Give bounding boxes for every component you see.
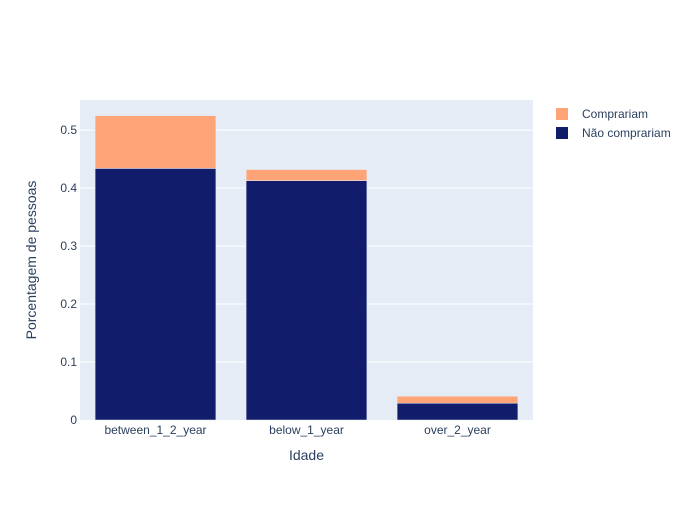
x-axis-label: Idade xyxy=(289,447,324,463)
legend-label: Comprariam xyxy=(582,107,648,121)
x-tick-label: below_1_year xyxy=(269,423,344,437)
y-axis-label: Porcentagem de pessoas xyxy=(23,181,39,340)
legend-item[interactable]: Comprariam xyxy=(556,107,648,121)
bar-segment[interactable] xyxy=(94,115,217,169)
bar-segment[interactable] xyxy=(245,180,368,421)
y-tick-label: 0.2 xyxy=(60,297,77,311)
legend[interactable]: Comprariam Não comprariam xyxy=(556,107,671,140)
legend-item[interactable]: Não comprariam xyxy=(556,126,671,140)
y-tick-label: 0.1 xyxy=(60,355,77,369)
y-tick-label: 0.4 xyxy=(60,181,77,195)
bars-layer xyxy=(94,115,519,421)
y-tick-labels: 0 0.1 0.2 0.3 0.4 0.5 xyxy=(60,123,77,427)
x-tick-label: between_1_2_year xyxy=(104,423,206,437)
bar-segment[interactable] xyxy=(94,168,217,421)
x-tick-label: over_2_year xyxy=(424,423,491,437)
x-tick-labels: between_1_2_year below_1_year over_2_year xyxy=(104,423,490,437)
legend-swatch xyxy=(556,108,568,120)
bar-segment[interactable] xyxy=(396,395,519,404)
y-tick-label: 0 xyxy=(70,413,77,427)
y-tick-label: 0.3 xyxy=(60,239,77,253)
legend-swatch xyxy=(556,127,568,139)
legend-label: Não comprariam xyxy=(582,126,671,140)
y-tick-label: 0.5 xyxy=(60,123,77,137)
bar-segment[interactable] xyxy=(396,402,519,421)
bar-segment[interactable] xyxy=(245,169,368,181)
